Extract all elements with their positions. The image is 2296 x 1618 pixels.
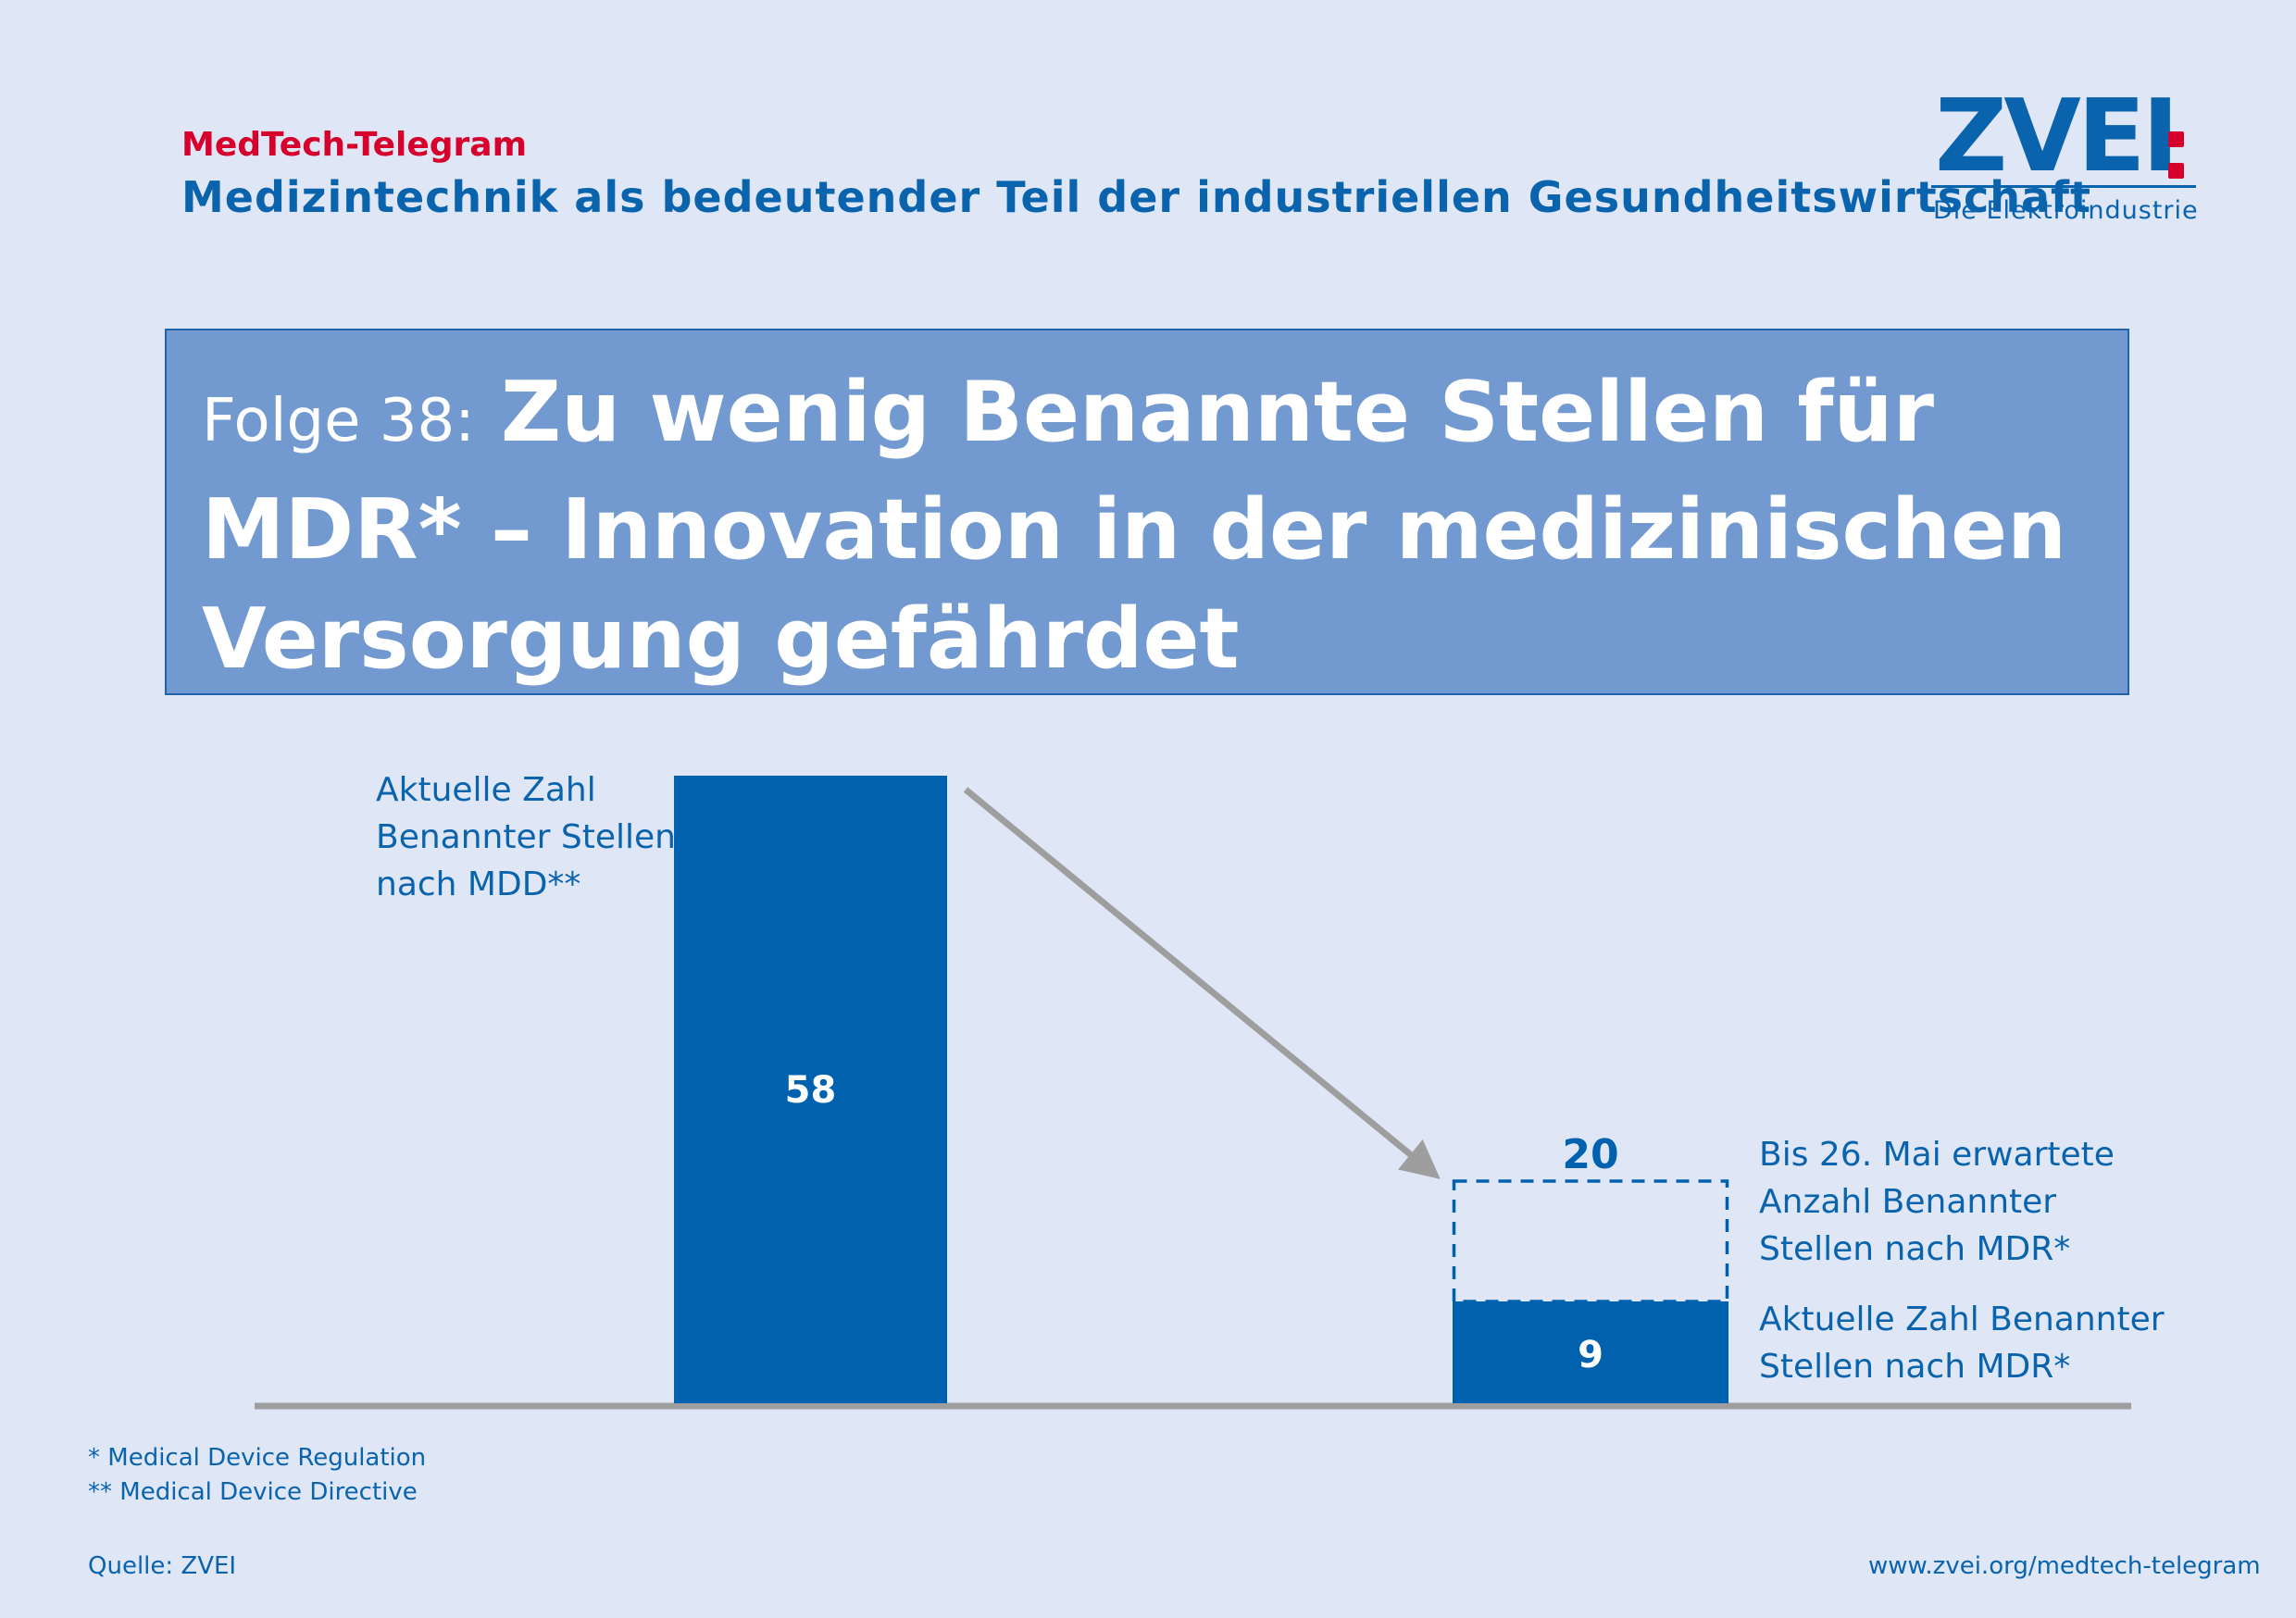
page-subtitle: Medizintechnik als bedeutender Teil der …	[181, 172, 2092, 222]
label-mdr-expected: Bis 26. Mai erwartete Anzahl Benannter S…	[1759, 1136, 2115, 1268]
label-mdd-current: Aktuelle Zahl Benannter Stellen nach MDD…	[376, 771, 676, 903]
footnote-mdr: * Medical Device Regulation	[88, 1444, 427, 1472]
title-box: Folge 38: Zu wenig Benannte Stellen für M…	[165, 329, 2129, 695]
episode-label: Folge 38:	[202, 387, 475, 455]
zvei-logo: ZVEI Die Elektroindustrie	[1926, 87, 2203, 231]
bar-value-mdd: 58	[785, 1069, 837, 1112]
label-mdr-current: Aktuelle Zahl Benannter Stellen nach MDR…	[1759, 1301, 2165, 1386]
website-url[interactable]: www.zvei.org/medtech-telegram	[1868, 1552, 2261, 1580]
decline-arrow	[963, 787, 1441, 1179]
source-note: Quelle: ZVEI	[88, 1552, 237, 1580]
bar-value-mdr-expected: 20	[1562, 1131, 1618, 1178]
headline: Zu wenig Benannte Stellen für MDR* – Inn…	[202, 364, 2067, 688]
bar-mdr-expected	[1452, 1179, 1729, 1303]
bar-mdd-current	[674, 776, 947, 1403]
logo-colon-icon	[2168, 126, 2185, 181]
bar-value-mdr: 9	[1578, 1334, 1603, 1376]
series-name: MedTech-Telegram	[181, 126, 528, 164]
bar-mdr-current	[1453, 1301, 1728, 1403]
logo-rule	[1931, 185, 2196, 188]
logo-wordmark: ZVEI	[1935, 79, 2179, 194]
title-text: Folge 38: Zu wenig Benannte Stellen für M…	[202, 358, 2109, 694]
footnote-mdd: ** Medical Device Directive	[88, 1478, 418, 1506]
logo-tagline: Die Elektroindustrie	[1933, 196, 2199, 225]
